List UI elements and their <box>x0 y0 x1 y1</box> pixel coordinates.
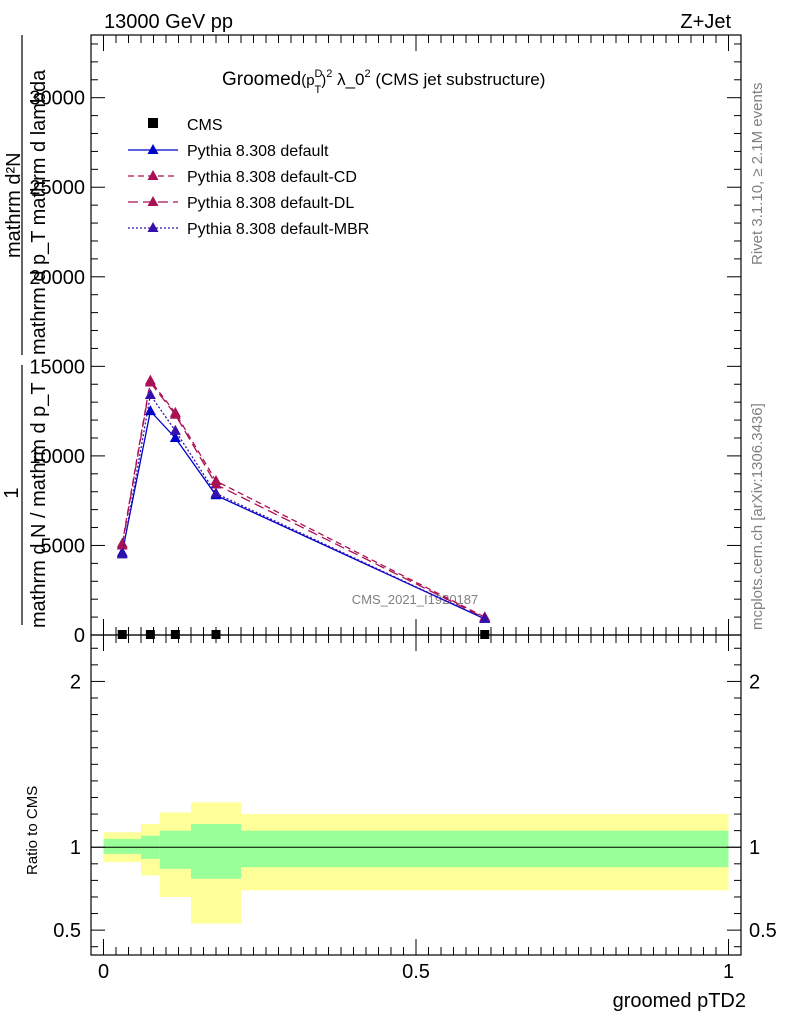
y-axis-label-ratio: Ratio to CMS <box>24 786 41 875</box>
ratio-y-tick-label-right: 0.5 <box>749 920 777 942</box>
legend-item: Pythia 8.308 default-DL <box>128 195 354 212</box>
watermark: CMS_2021_I1920187 <box>352 592 479 607</box>
ylabel-num: mathrm d²N <box>3 152 25 258</box>
series-point-4 <box>144 389 156 399</box>
ratio-y-tick-label: 0.5 <box>53 920 81 942</box>
series-point-3 <box>210 478 222 489</box>
legend-marker-triangle <box>147 170 159 180</box>
cms-point <box>117 630 127 639</box>
mcplots-label: mcplots.cern.ch [arXiv:1306.3436] <box>749 403 766 630</box>
cms-point <box>170 630 180 639</box>
legend-marker-square <box>148 118 158 128</box>
series-point-4 <box>479 612 491 623</box>
ratio-y-tick-label-right: 1 <box>749 837 760 859</box>
y-tick-label: 0 <box>74 625 85 647</box>
ratio-y-tick-label: 2 <box>70 671 81 693</box>
legend-item: Pythia 8.308 default-CD <box>128 169 357 186</box>
ratio-band-green <box>103 838 141 854</box>
series-point-3 <box>144 376 156 387</box>
y-tick-label: 10000 <box>29 446 85 468</box>
ratio-band-green <box>241 830 729 868</box>
ratio-y-tick-label: 1 <box>70 837 81 859</box>
y-tick-label: 15000 <box>29 356 85 378</box>
legend-item: Pythia 8.308 default <box>128 143 329 160</box>
y-tick-label: 20000 <box>29 267 85 289</box>
x-tick-label: 0.5 <box>402 961 430 983</box>
legend-marker-triangle <box>147 144 159 154</box>
legend-marker-triangle <box>147 196 159 206</box>
ylabel-den: mathrm d N / mathrm d p_T <box>28 382 50 628</box>
legend-label: Pythia 8.308 default <box>187 143 329 160</box>
series-point-1 <box>169 431 181 442</box>
ratio-y-tick-label-right: 2 <box>749 671 760 693</box>
cms-point <box>145 630 155 639</box>
legend: CMS Pythia 8.308 default Pythia 8.308 defa… <box>128 117 369 238</box>
legend-marker-triangle <box>147 222 159 232</box>
y-tick-label: 30000 <box>29 88 85 110</box>
ratio-band-green <box>191 824 241 879</box>
series-point-4 <box>169 424 181 435</box>
ratio-bands <box>103 802 729 924</box>
legend-label: Pythia 8.308 default-DL <box>187 195 354 212</box>
x-tick-label: 1 <box>723 961 734 983</box>
axis-ticks: 0 5000 10000 15000 20000 25000 30000 0 0.5 1 0.5 0.… <box>29 35 777 983</box>
y-tick-label: 5000 <box>41 535 86 557</box>
ratio-panel-frame <box>90 634 742 956</box>
header-right: Z+Jet <box>680 11 731 33</box>
cms-point <box>480 630 490 639</box>
series-point-3 <box>116 539 128 550</box>
x-axis-label: groomed pTD2 <box>613 990 746 1012</box>
ylabel-den2: mathrm d p_T mathrm d lambda <box>28 69 50 355</box>
legend-label: Pythia 8.308 default-CD <box>187 169 357 186</box>
series-point-4 <box>210 487 222 498</box>
legend-label: CMS <box>187 117 223 134</box>
legend-item: CMS <box>148 117 223 134</box>
rivet-label: Rivet 3.1.10, ≥ 2.1M events <box>749 83 766 266</box>
series-point-4 <box>116 548 128 559</box>
y-tick-label: 25000 <box>29 177 85 199</box>
ratio-band-green <box>159 830 191 869</box>
x-tick-label: 0 <box>98 961 109 983</box>
y-axis-label-main: 1 mathrm d N / mathrm d p_T mathrm d²N m… <box>1 35 50 628</box>
legend-item: Pythia 8.308 default-MBR <box>128 221 369 238</box>
legend-label: Pythia 8.308 default-MBR <box>187 221 369 238</box>
plot-title: Groomed(pD T)2 λ_02 (CMS jet substructure… <box>222 68 545 96</box>
series-point-3 <box>169 408 181 419</box>
header-left: 13000 GeV pp <box>104 11 233 33</box>
cms-point <box>211 630 221 639</box>
series-line-3 <box>121 380 486 619</box>
series-group <box>116 374 491 639</box>
ylabel-one: 1 <box>1 487 23 498</box>
series-line-1 <box>121 409 486 620</box>
